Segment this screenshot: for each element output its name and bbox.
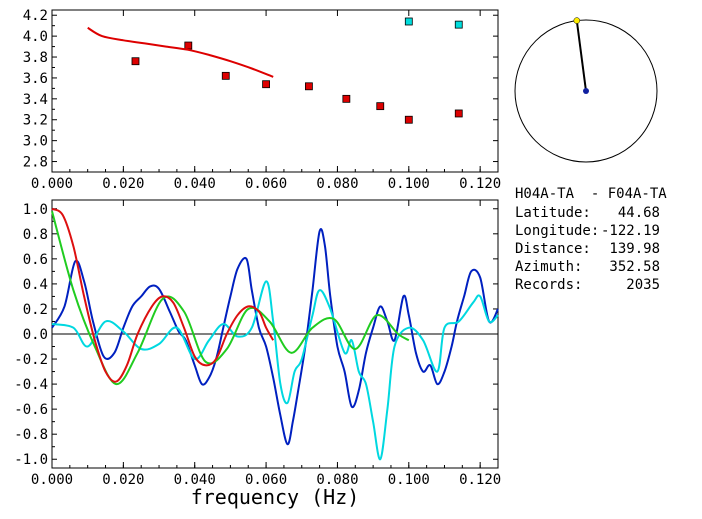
top-y-tick-label: 4.0 <box>23 29 48 45</box>
bottom-x-tick-label: 0.100 <box>388 472 430 488</box>
bottom-x-axis: 0.000 0.020 0.040 0.060 0.080 0.100 0.120 <box>31 200 501 488</box>
longitude-value: -122.19 <box>601 223 660 239</box>
bottom-series-line-0 <box>51 228 499 446</box>
bottom-x-tick-label: 0.040 <box>174 472 216 488</box>
top-y-tick-label: 3.2 <box>23 113 48 129</box>
top-y-tick-label: 3.4 <box>23 92 48 108</box>
bottom-y-tick-label: -0.4 <box>14 377 48 393</box>
top-data-point <box>221 71 230 80</box>
top-series-group <box>87 17 463 124</box>
top-x-tick-label: 0.040 <box>174 176 216 192</box>
azimuth-tip-marker <box>573 17 581 24</box>
top-x-tick-label: 0.000 <box>31 176 73 192</box>
records-value: 2035 <box>626 277 660 293</box>
bottom-x-tick-label: 0.060 <box>245 472 287 488</box>
bottom-series-group <box>51 207 499 461</box>
coherence-panel: -1.0 -0.8 -0.6 -0.4 -0.2 0.0 0.2 0.4 0.6 0.8 1.0 0… <box>14 199 501 509</box>
bottom-y-tick-label: -1.0 <box>14 452 48 468</box>
bottom-x-tick-label: 0.120 <box>459 472 501 488</box>
bottom-y-tick-label: 1.0 <box>23 202 48 218</box>
bottom-x-tick-label: 0.080 <box>316 472 358 488</box>
top-data-point <box>131 57 140 66</box>
bottom-y-tick-label: -0.6 <box>14 402 48 418</box>
latitude-value: 44.68 <box>618 205 660 221</box>
top-y-tick-label: 2.8 <box>23 155 48 171</box>
top-data-point <box>454 109 463 118</box>
bottom-y-tick-label: -0.8 <box>14 427 48 443</box>
bottom-series-line-3 <box>51 207 275 383</box>
top-data-point <box>184 41 193 50</box>
top-data-point <box>262 80 270 89</box>
top-x-tick-label: 0.100 <box>388 176 430 192</box>
bottom-y-axis: -1.0 -0.8 -0.6 -0.4 -0.2 0.0 0.2 0.4 0.6 0.8 1.0 <box>14 202 498 468</box>
top-y-axis: 2.8 3.0 3.2 3.4 3.6 3.8 4.0 4.2 <box>23 8 498 171</box>
records-label: Records: <box>515 277 582 293</box>
station-pair: H04A-TA - F04A-TA <box>515 186 667 202</box>
bottom-y-tick-label: 0.4 <box>23 277 48 293</box>
top-y-tick-label: 3.8 <box>23 50 48 66</box>
bottom-y-tick-label: -0.2 <box>14 352 48 368</box>
top-x-tick-label: 0.120 <box>459 176 501 192</box>
top-y-tick-label: 4.2 <box>23 8 48 24</box>
distance-value: 139.98 <box>609 241 660 257</box>
top-data-point <box>342 94 351 103</box>
top-data-point <box>304 82 313 91</box>
top-data-point <box>404 115 413 124</box>
top-data-point <box>404 17 413 26</box>
phase-velocity-panel: 2.8 3.0 3.2 3.4 3.6 3.8 4.0 4.2 0.000 0.020 0.040… <box>23 8 502 192</box>
bottom-series-line-1 <box>51 280 499 461</box>
bottom-y-tick-label: 0.6 <box>23 252 48 268</box>
azimuth-label: Azimuth: <box>515 259 582 275</box>
bottom-x-tick-label: 0.000 <box>31 472 73 488</box>
top-x-tick-label: 0.060 <box>245 176 287 192</box>
top-x-tick-label: 0.020 <box>102 176 144 192</box>
top-panel-frame <box>51 9 499 173</box>
station-center-marker <box>583 88 589 94</box>
top-x-axis: 0.000 0.020 0.040 0.060 0.080 0.100 0.120 <box>31 10 501 192</box>
bottom-y-tick-label: 0.0 <box>23 327 48 343</box>
bottom-y-tick-label: 0.8 <box>23 227 48 243</box>
distance-label: Distance: <box>515 241 591 257</box>
x-axis-label: frequency (Hz) <box>191 485 360 509</box>
top-series-line-2 <box>87 26 274 78</box>
top-y-tick-label: 3.6 <box>23 71 48 87</box>
latitude-label: Latitude: <box>515 205 591 221</box>
top-y-tick-label: 3.0 <box>23 134 48 150</box>
station-info: H04A-TA - F04A-TA Latitude: 44.68 Longit… <box>515 186 667 293</box>
compass-circle <box>514 19 658 163</box>
azimuth-value: 352.58 <box>609 259 660 275</box>
longitude-label: Longitude: <box>515 223 599 239</box>
bottom-x-tick-label: 0.020 <box>102 472 144 488</box>
top-x-tick-label: 0.080 <box>316 176 358 192</box>
top-data-point <box>376 102 385 111</box>
azimuth-needle <box>575 20 587 92</box>
bottom-y-tick-label: 0.2 <box>23 302 48 318</box>
azimuth-compass <box>514 17 658 163</box>
top-data-point <box>454 20 463 29</box>
